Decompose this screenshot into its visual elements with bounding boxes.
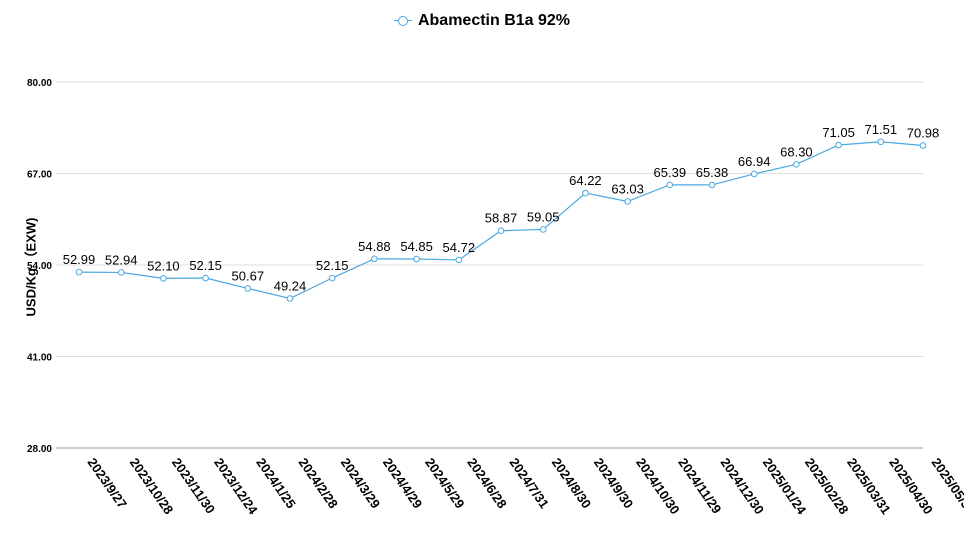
x-tick-label: 2024/5/29 bbox=[422, 455, 467, 511]
y-tick-label: 28.00 bbox=[27, 444, 52, 455]
x-tick-label: 2024/1/25 bbox=[253, 455, 298, 511]
data-label: 71.05 bbox=[822, 125, 855, 140]
data-point bbox=[708, 181, 716, 189]
data-label: 71.51 bbox=[865, 122, 898, 137]
x-tick-label: 2023/12/24 bbox=[211, 455, 261, 518]
chart-legend: Abamectin B1a 92% bbox=[0, 12, 964, 30]
data-label: 54.88 bbox=[358, 239, 391, 254]
data-label: 54.85 bbox=[400, 239, 433, 254]
x-tick-label: 2024/7/31 bbox=[507, 455, 552, 511]
y-tick-label: 80.00 bbox=[27, 78, 52, 89]
data-label: 65.38 bbox=[696, 165, 729, 180]
x-tick-label: 2023/9/27 bbox=[85, 455, 130, 511]
data-point bbox=[624, 198, 631, 205]
data-label: 68.30 bbox=[780, 144, 813, 159]
data-label: 66.94 bbox=[738, 154, 771, 169]
data-point bbox=[793, 161, 800, 168]
data-label: 58.87 bbox=[485, 211, 518, 226]
data-point bbox=[202, 274, 209, 282]
x-tick-label: 2024/4/29 bbox=[380, 455, 425, 511]
y-tick-label: 41.00 bbox=[27, 353, 52, 364]
data-label: 59.05 bbox=[527, 209, 560, 224]
data-label: 52.99 bbox=[63, 252, 96, 267]
data-label: 52.15 bbox=[189, 258, 222, 273]
x-tick-label: 2024/12/30 bbox=[718, 455, 768, 517]
x-tick-label: 2024/2/28 bbox=[296, 455, 341, 511]
data-label: 52.15 bbox=[316, 258, 349, 273]
x-tick-label: 2023/10/28 bbox=[127, 455, 177, 517]
data-point bbox=[666, 181, 674, 189]
data-point bbox=[160, 275, 167, 282]
data-label: 64.22 bbox=[569, 173, 602, 188]
x-tick-label: 2024/8/30 bbox=[549, 455, 594, 511]
data-label: 65.39 bbox=[654, 165, 687, 180]
data-point bbox=[413, 255, 420, 263]
data-label: 50.67 bbox=[232, 268, 265, 283]
data-point bbox=[75, 268, 83, 276]
legend-line-marker-icon bbox=[393, 15, 412, 26]
data-point bbox=[497, 227, 505, 235]
data-label: 52.94 bbox=[105, 252, 138, 267]
x-tick-label: 2024/9/30 bbox=[591, 455, 636, 511]
data-label: 70.98 bbox=[907, 125, 940, 140]
data-point bbox=[539, 226, 547, 233]
data-point bbox=[919, 142, 927, 149]
data-point bbox=[582, 189, 589, 197]
data-point bbox=[328, 274, 336, 282]
data-point bbox=[455, 256, 463, 264]
x-tick-label: 2024/3/29 bbox=[338, 455, 383, 511]
data-point bbox=[117, 269, 125, 276]
data-label: 63.03 bbox=[611, 181, 644, 196]
data-point bbox=[371, 255, 378, 263]
x-tick-label: 2024/10/30 bbox=[633, 455, 683, 517]
data-point bbox=[877, 138, 885, 146]
data-point bbox=[835, 141, 842, 149]
data-point bbox=[244, 285, 252, 292]
data-label: 49.24 bbox=[274, 279, 307, 294]
data-label: 54.72 bbox=[443, 240, 476, 255]
data-point bbox=[750, 170, 758, 178]
y-tick-label: 67.00 bbox=[27, 170, 52, 181]
x-tick-label: 2024/6/28 bbox=[464, 455, 509, 511]
legend-series-name: Abamectin B1a 92% bbox=[417, 12, 571, 29]
data-point bbox=[286, 295, 294, 302]
y-tick-label: 54.00 bbox=[27, 261, 52, 272]
data-label: 52.10 bbox=[147, 258, 180, 273]
